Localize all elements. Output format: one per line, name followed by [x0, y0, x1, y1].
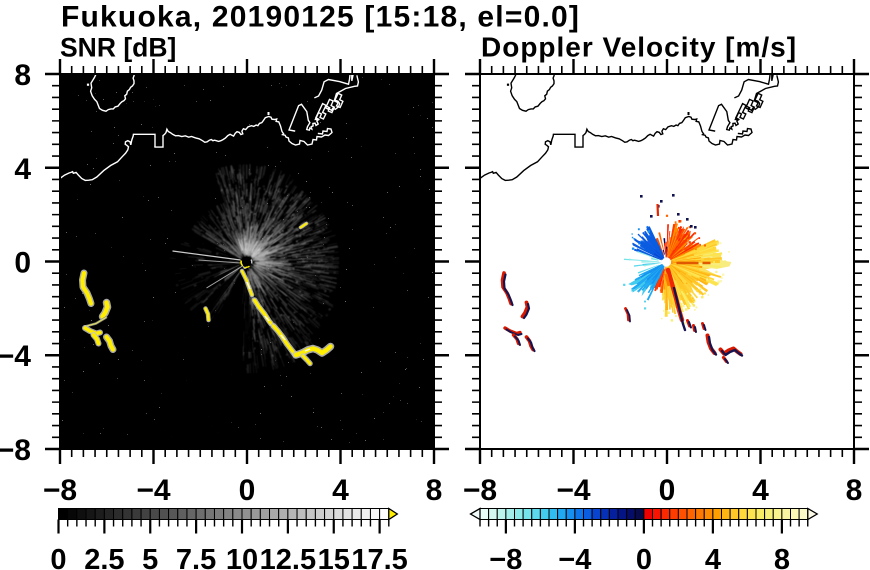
svg-text:10: 10	[226, 544, 258, 570]
svg-text:0: 0	[50, 544, 66, 570]
svg-text:−8: −8	[463, 474, 497, 507]
svg-text:−8: −8	[489, 544, 522, 570]
svg-text:5: 5	[142, 544, 158, 570]
svg-text:−4: −4	[0, 340, 31, 373]
svg-text:15: 15	[318, 544, 350, 570]
svg-text:12.5: 12.5	[260, 544, 316, 570]
svg-text:4: 4	[705, 544, 721, 570]
svg-text:8: 8	[14, 59, 31, 92]
svg-text:Doppler Velocity [m/s]: Doppler Velocity [m/s]	[481, 32, 797, 63]
svg-text:0: 0	[239, 474, 256, 507]
svg-text:−8: −8	[43, 474, 77, 507]
svg-text:−4: −4	[556, 474, 591, 507]
svg-text:0: 0	[636, 544, 652, 570]
svg-text:Fukuoka, 20190125 [15:18, el=0: Fukuoka, 20190125 [15:18, el=0.0]	[61, 1, 580, 34]
svg-text:8: 8	[846, 474, 863, 507]
svg-text:SNR [dB]: SNR [dB]	[60, 33, 176, 63]
svg-text:−8: −8	[0, 434, 31, 467]
svg-text:2.5: 2.5	[84, 544, 124, 570]
svg-text:8: 8	[426, 474, 443, 507]
svg-text:−4: −4	[136, 474, 171, 507]
svg-text:7.5: 7.5	[176, 544, 216, 570]
svg-text:0: 0	[659, 474, 676, 507]
svg-text:4: 4	[332, 474, 349, 507]
svg-text:17.5: 17.5	[351, 544, 407, 570]
svg-text:4: 4	[752, 474, 769, 507]
svg-text:−4: −4	[558, 544, 591, 570]
svg-text:4: 4	[14, 153, 31, 186]
svg-text:8: 8	[774, 544, 790, 570]
svg-text:0: 0	[14, 247, 31, 280]
